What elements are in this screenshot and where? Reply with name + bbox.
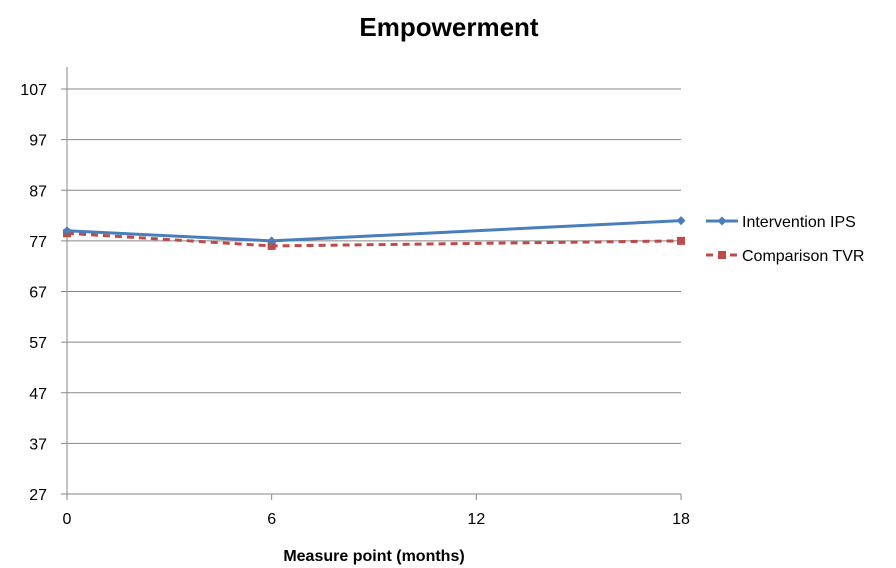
- data-point: [267, 241, 276, 250]
- x-axis-label: Measure point (months): [283, 548, 464, 565]
- data-point: [267, 236, 277, 246]
- legend-label: Intervention IPS: [742, 214, 856, 231]
- gridlines: [67, 88, 681, 444]
- x-tick-label: 0: [63, 511, 72, 528]
- series-line: [66, 219, 682, 243]
- y-tick-label: 67: [29, 285, 47, 302]
- legend-item: Intervention IPS: [706, 214, 856, 231]
- legend-label: Comparison TVR: [742, 248, 864, 265]
- y-tick-label: 47: [29, 386, 47, 403]
- x-axis-ticks: 0 6 12 18: [63, 494, 690, 528]
- y-tick-label: 97: [29, 133, 47, 150]
- x-tick-label: 18: [672, 511, 690, 528]
- data-point: [676, 216, 686, 226]
- x-tick-label: 12: [467, 511, 485, 528]
- series-layer: [62, 216, 686, 250]
- data-point: [62, 226, 72, 236]
- axes: [66, 67, 681, 495]
- y-tick-label: 27: [29, 487, 47, 504]
- legend-item: Comparison TVR: [706, 248, 864, 265]
- legend-marker: [717, 216, 727, 226]
- y-tick-label: 77: [29, 234, 47, 251]
- series-1: [62, 216, 686, 246]
- data-point: [677, 236, 685, 245]
- y-tick-label: 107: [20, 82, 47, 99]
- y-tick-label: 87: [29, 183, 47, 200]
- y-tick-label: 57: [29, 335, 47, 352]
- y-tick-label: 37: [29, 436, 47, 453]
- legend-marker: [718, 251, 726, 259]
- legend: Intervention IPS Comparison TVR: [706, 214, 864, 265]
- series-2: [63, 229, 685, 250]
- chart-title: Empowerment: [359, 12, 538, 42]
- x-tick-label: 6: [267, 511, 276, 528]
- y-axis-ticks: 27 37 47 57 67 77 87 97 107: [20, 82, 67, 504]
